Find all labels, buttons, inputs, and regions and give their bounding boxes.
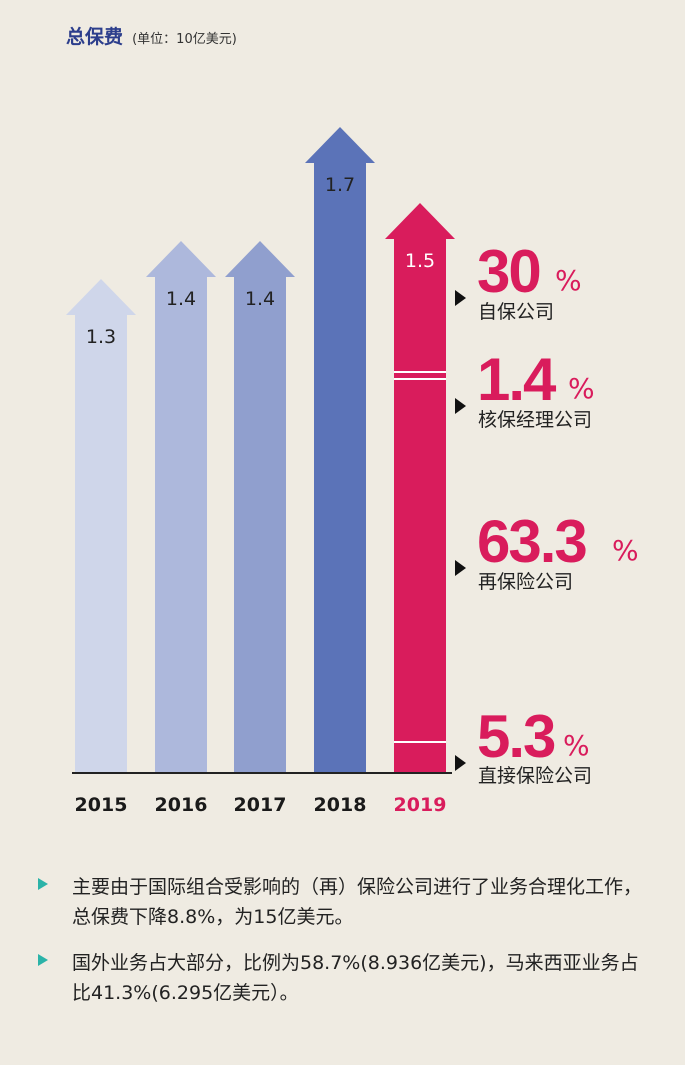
bar-arrow-2015: [66, 279, 136, 773]
bar-value-label: 1.7: [325, 174, 355, 196]
bar-arrow-2017: [225, 241, 295, 773]
breakdown-percent: %: [568, 372, 595, 405]
chart-title-row: 总保费 (单位：10亿美元): [66, 22, 237, 49]
pointer-triangle-icon: [455, 755, 466, 771]
breakdown-value: 5.3: [477, 703, 555, 770]
bar-arrow-2019: [385, 203, 455, 773]
bar-value-label: 1.3: [86, 326, 116, 348]
chart-unit: (单位：10亿美元): [132, 32, 237, 47]
breakdown-label: 自保公司: [478, 301, 554, 323]
x-tick-label: 2018: [314, 794, 367, 816]
breakdown-value: 63.3: [477, 508, 586, 575]
breakdown-label: 直接保险公司: [478, 765, 592, 787]
x-tick-label: 2019: [394, 794, 447, 816]
x-tick-label: 2017: [234, 794, 287, 816]
pointer-triangle-icon: [455, 290, 466, 306]
breakdown-label: 核保经理公司: [478, 409, 592, 431]
bullet-arrow-icon: [38, 878, 48, 890]
note-item: 国外业务占大部分，比例为58.7%(8.936亿美元)，马来西亚业务占比41.3…: [34, 948, 654, 1008]
x-tick-label: 2016: [155, 794, 208, 816]
breakdown-value: 30: [477, 238, 540, 305]
chart-title: 总保费: [66, 26, 124, 48]
breakdown-label: 再保险公司: [478, 571, 573, 593]
x-tick-label: 2015: [75, 794, 128, 816]
pointer-triangle-icon: [455, 560, 466, 576]
breakdown-percent: %: [555, 264, 582, 297]
note-text: 主要由于国际组合受影响的（再）保险公司进行了业务合理化工作，总保费下降8.8%，…: [72, 876, 643, 928]
bar-value-label: 1.5: [405, 250, 435, 272]
breakdown-percent: %: [563, 729, 590, 762]
pointer-triangle-icon: [455, 398, 466, 414]
bar-value-label: 1.4: [166, 288, 196, 310]
breakdown-percent: %: [612, 534, 639, 567]
bar-arrow-2018: [305, 127, 375, 773]
note-text: 国外业务占大部分，比例为58.7%(8.936亿美元)，马来西亚业务占比41.3…: [72, 952, 639, 1004]
notes-list: 主要由于国际组合受影响的（再）保险公司进行了业务合理化工作，总保费下降8.8%，…: [34, 872, 654, 1024]
bullet-arrow-icon: [38, 954, 48, 966]
bar-value-label: 1.4: [245, 288, 275, 310]
note-item: 主要由于国际组合受影响的（再）保险公司进行了业务合理化工作，总保费下降8.8%，…: [34, 872, 654, 932]
breakdown-value: 1.4: [477, 346, 557, 413]
bar-arrow-2016: [146, 241, 216, 773]
